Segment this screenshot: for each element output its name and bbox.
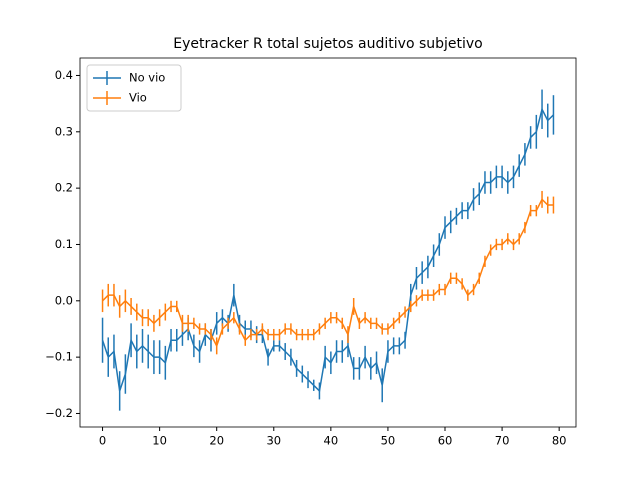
x-tick-label: 0 [99, 434, 106, 448]
y-tick-label: 0.4 [55, 68, 73, 82]
x-tick-label: 20 [209, 434, 224, 448]
series-line [101, 107, 554, 393]
y-tick-label: −0.2 [45, 406, 73, 420]
y-tick-label: 0.3 [55, 124, 73, 138]
y-tick-label: 0.1 [55, 237, 73, 251]
legend-label: No vio [129, 71, 165, 85]
y-tick-label: 0.2 [55, 181, 73, 195]
chart-title: Eyetracker R total sujetos auditivo subj… [173, 36, 483, 52]
plot-frame [79, 57, 577, 428]
x-tick-label: 50 [381, 434, 396, 448]
series-line [102, 198, 554, 348]
legend-label: Vio [129, 91, 147, 105]
y-tick-label: 0.0 [55, 293, 73, 307]
x-tick-label: 10 [152, 434, 167, 448]
x-tick-label: 60 [438, 434, 453, 448]
x-tick-label: 80 [552, 434, 567, 448]
x-tick-label: 70 [495, 434, 510, 448]
legend-box [86, 64, 182, 112]
x-tick-label: 30 [266, 434, 281, 448]
y-tick-label: −0.1 [45, 350, 73, 364]
x-tick-label: 40 [324, 434, 339, 448]
